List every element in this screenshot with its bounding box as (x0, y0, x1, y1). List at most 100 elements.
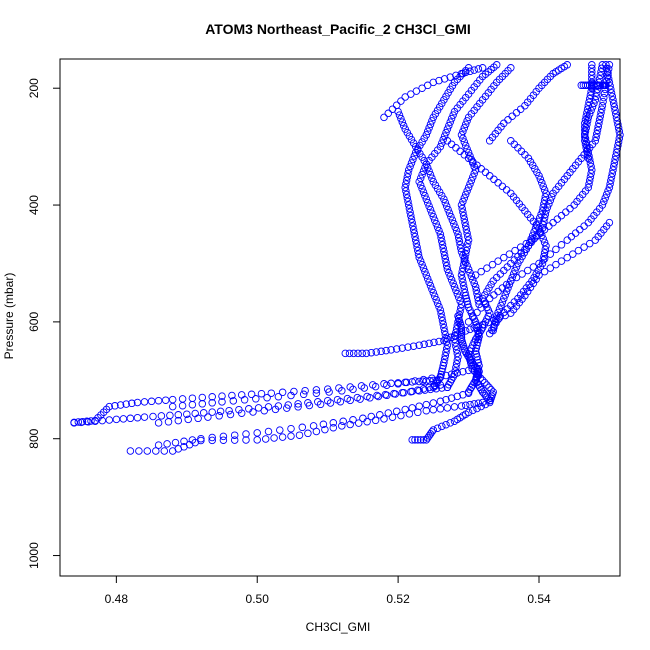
data-point (557, 211, 566, 220)
data-point (415, 402, 423, 410)
data-point (287, 432, 295, 440)
data-point (199, 409, 208, 417)
data-point (91, 417, 99, 425)
data-point (377, 347, 385, 356)
data-point (459, 367, 467, 376)
data-point (504, 284, 512, 292)
data-point (339, 417, 347, 426)
data-point (423, 274, 432, 283)
data-point (473, 338, 482, 347)
data-point (492, 61, 501, 69)
data-point (461, 120, 470, 129)
data-point (441, 330, 450, 339)
data-point (539, 203, 547, 212)
data-point (462, 349, 471, 358)
data-point (536, 175, 545, 184)
data-point (454, 234, 463, 242)
data-point (426, 170, 435, 179)
data-point (188, 400, 197, 409)
data-point (418, 184, 426, 193)
data-point (470, 66, 478, 74)
data-point (459, 208, 467, 216)
data-point (409, 155, 417, 164)
data-point (587, 87, 595, 96)
data-point (219, 432, 228, 441)
data-point (425, 432, 433, 440)
data-point (467, 176, 476, 185)
data-point (608, 92, 617, 101)
data-point (429, 399, 438, 407)
data-point (471, 283, 480, 291)
data-point (491, 318, 500, 326)
data-point (614, 124, 623, 132)
data-point (147, 397, 156, 406)
data-point (418, 170, 426, 179)
data-point (140, 413, 149, 421)
data-point (607, 89, 616, 97)
data-point (445, 269, 453, 277)
y-tick-label: 400 (27, 195, 41, 215)
data-point (542, 242, 550, 250)
data-point (345, 349, 354, 358)
data-point (442, 334, 450, 342)
data-point (467, 361, 476, 370)
data-point (264, 403, 273, 411)
data-point (126, 447, 135, 455)
data-point (409, 222, 417, 230)
data-point (612, 110, 620, 118)
data-point (435, 226, 443, 235)
data-point (472, 344, 481, 352)
data-point (312, 386, 321, 394)
data-point (497, 301, 505, 310)
data-point (445, 121, 453, 130)
data-point (600, 93, 608, 102)
y-axis: 200 400 600 800 1000 (27, 78, 61, 569)
data-point (198, 393, 207, 402)
data-point (490, 321, 499, 329)
data-point (612, 152, 620, 160)
data-point (439, 320, 447, 328)
data-point (464, 265, 473, 274)
data-point (438, 241, 447, 249)
data-point (439, 244, 447, 253)
data-point (441, 352, 450, 360)
data-point (452, 226, 461, 235)
data-point (267, 389, 276, 397)
data-point (485, 294, 494, 303)
data-point (149, 412, 157, 421)
data-point (485, 383, 493, 392)
data-point (460, 138, 469, 146)
data-point (426, 205, 435, 214)
data-point (168, 402, 177, 411)
data-point (336, 397, 345, 406)
data-point (459, 127, 467, 136)
data-point (397, 411, 405, 420)
data-point (152, 447, 160, 455)
data-point (436, 397, 445, 406)
data-point (415, 341, 423, 349)
data-point (380, 415, 388, 423)
data-point (500, 253, 508, 262)
data-point (563, 253, 571, 262)
data-point (605, 218, 614, 227)
data-point (428, 428, 436, 436)
data-point (403, 194, 412, 202)
data-point (458, 267, 466, 276)
data-point (478, 64, 487, 72)
data-point (218, 392, 226, 400)
data-point (440, 248, 448, 256)
data-point (154, 441, 163, 449)
data-point (445, 209, 454, 217)
data-point (197, 436, 205, 445)
data-point (469, 173, 477, 181)
data-point (421, 267, 429, 276)
data-point (441, 255, 450, 263)
data-point (463, 145, 471, 153)
data-point (401, 405, 409, 414)
data-point (425, 124, 433, 132)
data-point (540, 186, 549, 194)
data-point (135, 447, 143, 455)
data-point (604, 187, 612, 195)
data-point (371, 382, 380, 391)
chart-title: ATOM3 Northeast_Pacific_2 CH3Cl_GMI (205, 21, 471, 37)
